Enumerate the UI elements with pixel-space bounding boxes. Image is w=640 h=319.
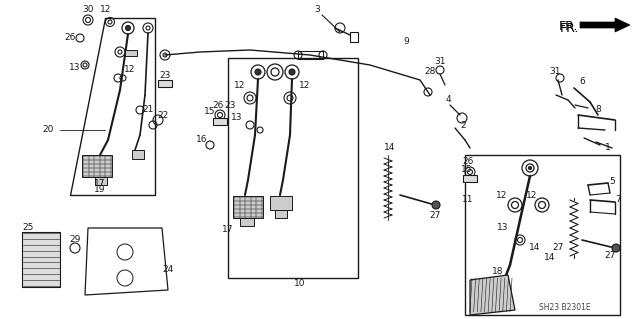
Circle shape	[289, 69, 295, 75]
Text: 5: 5	[609, 177, 615, 187]
Text: 12: 12	[526, 191, 538, 201]
Text: 12: 12	[100, 5, 112, 14]
Polygon shape	[580, 18, 630, 32]
Text: SH23 B2301E: SH23 B2301E	[539, 303, 591, 313]
Text: 27: 27	[429, 211, 441, 219]
Polygon shape	[70, 18, 155, 195]
Text: 24: 24	[163, 265, 173, 275]
Text: 4: 4	[445, 95, 451, 105]
Text: 26: 26	[64, 33, 76, 42]
Bar	[233, 196, 263, 218]
Bar	[22, 232, 60, 287]
Text: 8: 8	[595, 106, 601, 115]
Text: 15: 15	[461, 166, 473, 174]
Circle shape	[255, 69, 261, 75]
Text: 28: 28	[424, 68, 436, 77]
Bar	[298, 51, 323, 59]
Text: 15: 15	[204, 108, 216, 116]
Bar	[275, 210, 287, 218]
Text: 26: 26	[212, 100, 224, 109]
Text: 14: 14	[384, 144, 396, 152]
Text: 6: 6	[579, 78, 585, 86]
Text: 29: 29	[69, 235, 81, 244]
Text: 12: 12	[234, 80, 246, 90]
Text: 1: 1	[605, 144, 611, 152]
Bar	[22, 232, 60, 287]
Circle shape	[125, 26, 131, 31]
Bar	[82, 155, 112, 177]
Text: 14: 14	[529, 243, 541, 253]
Text: 27: 27	[552, 243, 564, 253]
Text: 23: 23	[224, 100, 236, 109]
Text: 13: 13	[69, 63, 81, 72]
Text: 18: 18	[492, 268, 504, 277]
Text: 30: 30	[83, 5, 93, 14]
Text: 31: 31	[435, 57, 445, 66]
Circle shape	[432, 201, 440, 209]
Text: 31: 31	[549, 68, 561, 77]
Circle shape	[529, 167, 531, 169]
Text: 21: 21	[142, 106, 154, 115]
Text: 20: 20	[42, 125, 54, 135]
Polygon shape	[85, 228, 168, 295]
Text: 12: 12	[300, 80, 310, 90]
Bar	[465, 155, 620, 315]
Text: 16: 16	[196, 136, 208, 145]
Polygon shape	[470, 275, 515, 315]
Text: 27: 27	[604, 250, 616, 259]
Text: 7: 7	[615, 196, 621, 204]
Text: 26: 26	[462, 158, 474, 167]
Text: 12: 12	[496, 191, 508, 201]
Text: 17: 17	[222, 226, 234, 234]
Bar	[158, 80, 172, 87]
Bar	[270, 196, 292, 210]
Text: FR.: FR.	[559, 21, 579, 34]
Text: 23: 23	[159, 70, 171, 79]
Text: 11: 11	[462, 196, 474, 204]
Text: 25: 25	[22, 224, 34, 233]
Bar	[95, 177, 107, 185]
Bar	[240, 218, 254, 226]
Text: 10: 10	[294, 279, 306, 288]
Text: FR.: FR.	[558, 19, 578, 33]
Text: 13: 13	[231, 114, 243, 122]
Bar	[463, 175, 477, 182]
Text: 3: 3	[314, 5, 320, 14]
Bar	[132, 150, 144, 159]
Circle shape	[612, 244, 620, 252]
Text: 17: 17	[94, 179, 106, 188]
Bar	[350, 32, 358, 42]
Text: 22: 22	[157, 110, 168, 120]
Text: 12: 12	[124, 65, 136, 75]
Text: 19: 19	[94, 186, 106, 195]
Bar	[213, 118, 227, 125]
Bar	[125, 50, 137, 56]
Text: 2: 2	[460, 121, 466, 130]
Text: 9: 9	[403, 38, 409, 47]
Text: 14: 14	[544, 254, 556, 263]
Bar	[228, 58, 358, 278]
Text: 13: 13	[497, 224, 509, 233]
